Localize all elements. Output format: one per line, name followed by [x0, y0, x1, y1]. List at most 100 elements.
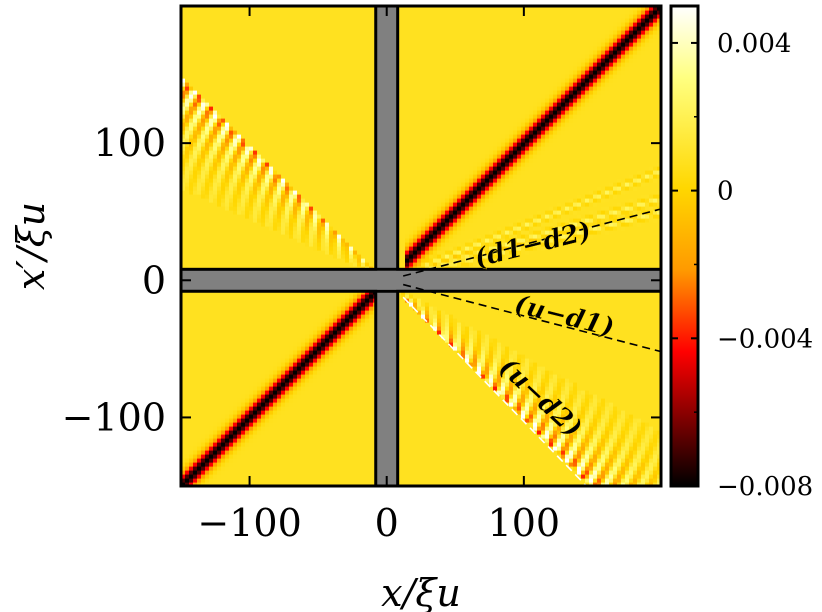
heatmap-cell: [209, 46, 214, 51]
heatmap-cell: [273, 418, 278, 423]
heatmap-cell: [301, 382, 306, 387]
heatmap-cell: [293, 142, 298, 147]
heatmap-cell: [345, 326, 350, 331]
heatmap-cell: [273, 246, 278, 251]
heatmap-cell: [325, 134, 330, 139]
heatmap-cell: [225, 478, 230, 483]
heatmap-cell: [269, 358, 274, 363]
heatmap-cell: [225, 394, 230, 399]
heatmap-cell: [205, 342, 210, 347]
heatmap-cell: [205, 302, 210, 307]
heatmap-cell: [281, 302, 286, 307]
heatmap-cell: [269, 422, 274, 427]
heatmap-cell: [317, 90, 322, 95]
heatmap-cell: [181, 38, 186, 43]
heatmap-cell: [325, 78, 330, 83]
heatmap-cell: [197, 158, 202, 163]
heatmap-cell: [241, 446, 246, 451]
heatmap-cell: [241, 442, 246, 447]
heatmap-cell: [269, 10, 274, 15]
heatmap-cell: [221, 346, 226, 351]
heatmap-cell: [289, 178, 294, 183]
heatmap-cell: [241, 26, 246, 31]
heatmap-cell: [317, 314, 322, 319]
heatmap-cell: [285, 182, 290, 187]
heatmap-cell: [317, 38, 322, 43]
heatmap-cell: [305, 14, 310, 19]
heatmap-cell: [297, 330, 302, 335]
heatmap-cell: [189, 154, 194, 159]
heatmap-cell: [333, 166, 338, 171]
heatmap-cell: [261, 450, 266, 455]
heatmap-cell: [193, 158, 198, 163]
heatmap-cell: [237, 58, 242, 63]
heatmap-cell: [221, 262, 226, 267]
heatmap-cell: [193, 58, 198, 63]
heatmap-cell: [245, 446, 250, 451]
heatmap-cell: [269, 382, 274, 387]
heatmap-cell: [193, 82, 198, 87]
heatmap-cell: [205, 378, 210, 383]
heatmap-cell: [265, 126, 270, 131]
heatmap-cell: [253, 114, 258, 119]
heatmap-cell: [277, 406, 282, 411]
heatmap-cell: [217, 318, 222, 323]
heatmap-cell: [293, 298, 298, 303]
heatmap-cell: [309, 446, 314, 451]
heatmap-cell: [241, 366, 246, 371]
heatmap-cell: [273, 90, 278, 95]
heatmap-cell: [261, 118, 266, 123]
heatmap-cell: [341, 190, 346, 195]
heatmap-cell: [345, 246, 350, 251]
heatmap-cell: [313, 46, 318, 51]
heatmap-cell: [233, 250, 238, 255]
heatmap-cell: [317, 58, 322, 63]
heatmap-cell: [313, 50, 318, 55]
heatmap-cell: [293, 306, 298, 311]
heatmap-cell: [333, 202, 338, 207]
heatmap-cell: [273, 378, 278, 383]
heatmap-cell: [221, 258, 226, 263]
heatmap-cell: [237, 178, 242, 183]
heatmap-cell: [285, 222, 290, 227]
heatmap-cell: [265, 378, 270, 383]
heatmap-cell: [309, 470, 314, 475]
heatmap-cell: [317, 402, 322, 407]
heatmap-cell: [325, 306, 330, 311]
heatmap-cell: [285, 326, 290, 331]
heatmap-cell: [281, 406, 286, 411]
heatmap-cell: [253, 118, 258, 123]
heatmap-cell: [301, 398, 306, 403]
heatmap-cell: [277, 122, 282, 127]
heatmap-cell: [257, 194, 262, 199]
heatmap-cell: [333, 242, 338, 247]
heatmap-cell: [221, 194, 226, 199]
heatmap-cell: [337, 238, 342, 243]
heatmap-cell: [333, 350, 338, 355]
heatmap-cell: [325, 194, 330, 199]
heatmap-cell: [277, 226, 282, 231]
heatmap-cell: [269, 30, 274, 35]
heatmap-cell: [301, 358, 306, 363]
heatmap-cell: [205, 402, 210, 407]
heatmap-cell: [241, 146, 246, 151]
heatmap-cell: [281, 14, 286, 19]
heatmap-cell: [293, 362, 298, 367]
heatmap-cell: [233, 94, 238, 99]
heatmap-cell: [221, 254, 226, 259]
heatmap-cell: [245, 82, 250, 87]
heatmap-cell: [221, 126, 226, 131]
heatmap-cell: [325, 322, 330, 327]
heatmap-cell: [281, 34, 286, 39]
heatmap-cell: [245, 250, 250, 255]
heatmap-cell: [313, 170, 318, 175]
heatmap-cell: [253, 398, 258, 403]
heatmap-cell: [213, 218, 218, 223]
heatmap-cell: [273, 338, 278, 343]
heatmap-cell: [269, 190, 274, 195]
heatmap-cell: [209, 250, 214, 255]
heatmap-cell: [245, 370, 250, 375]
heatmap-cell: [221, 302, 226, 307]
heatmap-cell: [297, 222, 302, 227]
heatmap-cell: [313, 202, 318, 207]
